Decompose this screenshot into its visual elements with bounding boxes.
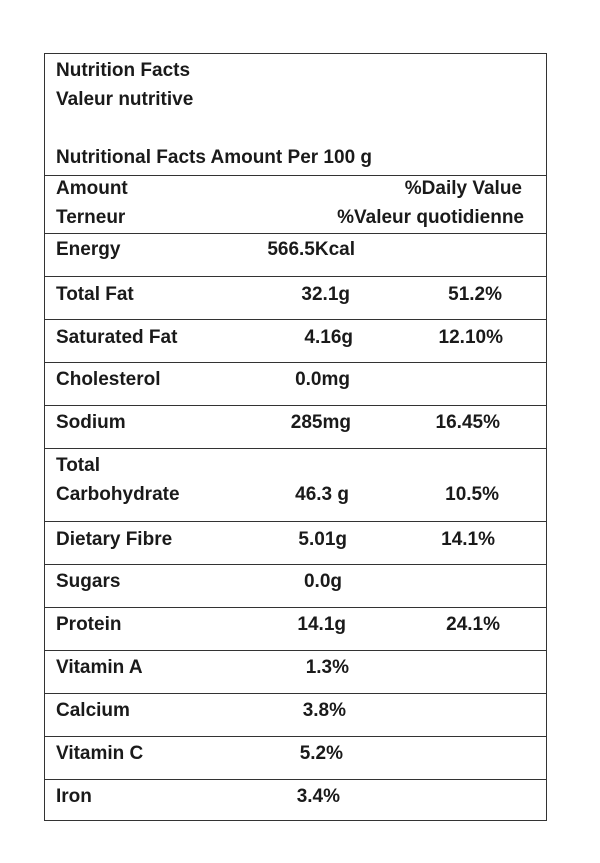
nutrient-row-sugars: Sugars 0.0g [45,565,546,608]
nutrient-amount: 1.3% [305,657,349,678]
nutrient-row-protein: Protein 14.1g 24.1% [45,608,546,651]
nutrient-amount: 566.5Kcal [267,239,355,260]
nutrient-name-line1: Total [56,455,100,476]
nutrient-row-vitamin-a: Vitamin A 1.3% [45,651,546,694]
title-english: Nutrition Facts [56,60,191,81]
nutrient-amount: 14.1g [297,614,346,635]
daily-value-header-fr: %Valeur quotidienne [337,207,524,228]
nutrient-row-energy: Energy 566.5Kcal [45,234,546,277]
nutrient-row-vitamin-c: Vitamin C 5.2% [45,737,546,780]
nutrient-name: Protein [56,614,122,635]
nutrient-amount: 3.8% [302,700,346,721]
column-header-section: Amount Terneur %Daily Value %Valeur quot… [45,176,546,234]
nutrient-row-calcium: Calcium 3.8% [45,694,546,737]
nutrient-row-dietary-fibre: Dietary Fibre 5.01g 14.1% [45,522,546,565]
nutrient-amount: 0.0mg [295,369,350,390]
nutrient-row-saturated-fat: Saturated Fat 4.16g 12.10% [45,320,546,363]
nutrient-row-iron: Iron 3.4% [45,780,546,822]
nutrient-name: Saturated Fat [56,327,178,348]
nutrient-amount: 3.4% [296,786,340,807]
amount-header-fr: Terneur [56,207,126,228]
nutrient-amount: 0.0g [303,571,342,592]
nutrient-daily-value: 51.2% [448,284,502,305]
nutrient-name: Cholesterol [56,369,161,390]
nutrient-daily-value: 12.10% [438,327,503,348]
serving-size-text: Nutritional Facts Amount Per 100 g [56,147,373,168]
nutrient-row-cholesterol: Cholesterol 0.0mg [45,363,546,406]
nutrient-amount: 5.2% [299,743,343,764]
nutrient-daily-value: 10.5% [445,484,499,505]
nutrient-row-sodium: Sodium 285mg 16.45% [45,406,546,449]
nutrient-amount: 285mg [290,412,351,433]
title-french: Valeur nutritive [56,89,194,110]
header-section: Nutrition Facts Valeur nutritive Nutriti… [45,54,546,176]
nutrient-name-line2: Carbohydrate [56,484,180,505]
nutrient-row-total-fat: Total Fat 32.1g 51.2% [45,277,546,320]
daily-value-header-en: %Daily Value [404,178,522,199]
nutrition-facts-panel: Nutrition Facts Valeur nutritive Nutriti… [44,53,547,821]
nutrient-amount: 46.3 g [295,484,349,505]
nutrient-name: Calcium [56,700,130,721]
nutrient-name: Vitamin A [56,657,143,678]
nutrient-amount: 5.01g [298,529,347,550]
nutrient-name: Iron [56,786,92,807]
nutrient-name: Total Fat [56,284,134,305]
nutrient-daily-value: 24.1% [446,614,500,635]
nutrient-name: Vitamin C [56,743,144,764]
nutrient-name: Sodium [56,412,126,433]
nutrient-daily-value: 14.1% [441,529,495,550]
nutrient-name: Sugars [56,571,121,592]
nutrient-daily-value: 16.45% [435,412,500,433]
amount-header-en: Amount [56,178,128,199]
nutrient-amount: 4.16g [304,327,353,348]
nutrient-name: Dietary Fibre [56,529,173,550]
nutrient-row-total-carbohydrate: Total Carbohydrate 46.3 g 10.5% [45,449,546,522]
nutrient-amount: 32.1g [301,284,350,305]
nutrient-name: Energy [56,239,121,260]
